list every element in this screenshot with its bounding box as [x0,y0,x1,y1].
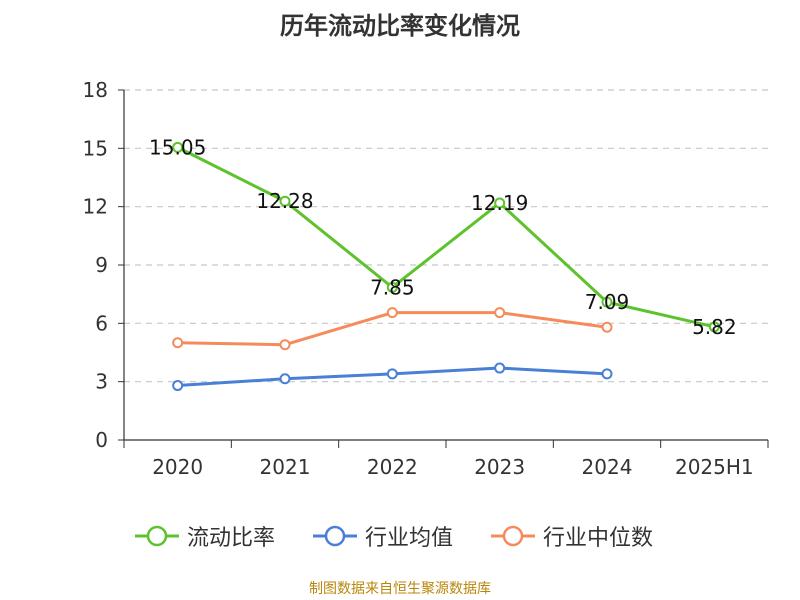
data-point [386,368,398,380]
y-tick-label: 12 [83,195,108,219]
data-point [172,337,184,349]
chart-title: 历年流动比率变化情况 [280,12,520,40]
series-lines [172,141,720,392]
legend: 流动比率 行业均值 行业中位数 [0,521,800,555]
y-tick-label: 9 [95,253,108,277]
y-tick-label: 0 [95,428,108,452]
y-tick-label: 15 [83,136,108,160]
series-line [176,146,715,329]
data-point [601,321,613,333]
data-label: 15.05 [149,135,206,159]
y-tick-label: 6 [95,311,108,335]
data-point [494,362,506,374]
legend-label: 流动比率 [187,526,276,551]
data-point [279,373,291,385]
data-point [708,321,720,333]
source-note: 制图数据来自恒生聚源数据库 [309,581,491,597]
data-label: 7.09 [585,290,630,314]
data-point [386,281,398,293]
data-point [601,368,613,380]
data-point [279,339,291,351]
data-point [172,141,184,153]
data-point [172,380,184,392]
data-point [386,307,398,319]
data-label: 12.28 [256,189,313,213]
x-tick-label: 2025H1 [675,455,754,479]
x-tick-label: 2024 [582,455,633,479]
legend-label: 行业中位数 [543,526,654,551]
grid-lines [124,89,768,383]
x-tick-label: 2022 [367,455,418,479]
legend-item-current-ratio[interactable]: 流动比率 [133,521,275,551]
data-point [279,195,291,207]
y-tick-label: 3 [95,370,108,394]
data-point [494,307,506,319]
data-label: 7.85 [370,275,415,299]
x-tick-label: 2020 [152,455,203,479]
data-labels: 15.05 12.28 7.85 12.19 7.09 5.82 [149,135,737,338]
data-label: 12.19 [471,191,528,215]
data-point [601,296,613,308]
legend-item-industry-mean[interactable]: 行业均值 [311,521,453,551]
legend-label: 行业均值 [365,526,454,551]
x-tick-label: 2021 [260,455,311,479]
x-tick-label: 2023 [474,455,525,479]
legend-marker-industry-mean [313,525,357,547]
legend-marker-current-ratio [135,525,179,547]
y-tick-label: 18 [83,78,108,102]
axes: 0 3 6 9 12 15 18 2020 2021 2022 2023 2024 2025H1 [83,78,769,479]
legend-item-industry-median[interactable]: 行业中位数 [489,521,653,551]
data-label: 5.82 [692,315,737,339]
data-point [494,197,506,209]
legend-marker-industry-median [491,525,535,547]
